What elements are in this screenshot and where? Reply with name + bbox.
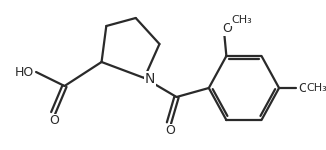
Text: O: O <box>222 22 232 35</box>
Text: CH₃: CH₃ <box>231 15 252 25</box>
Text: O: O <box>49 114 59 128</box>
Text: N: N <box>145 72 155 86</box>
Text: CH₃: CH₃ <box>307 83 326 93</box>
Text: O: O <box>165 124 175 138</box>
Text: O: O <box>298 81 308 94</box>
Text: HO: HO <box>15 66 34 78</box>
